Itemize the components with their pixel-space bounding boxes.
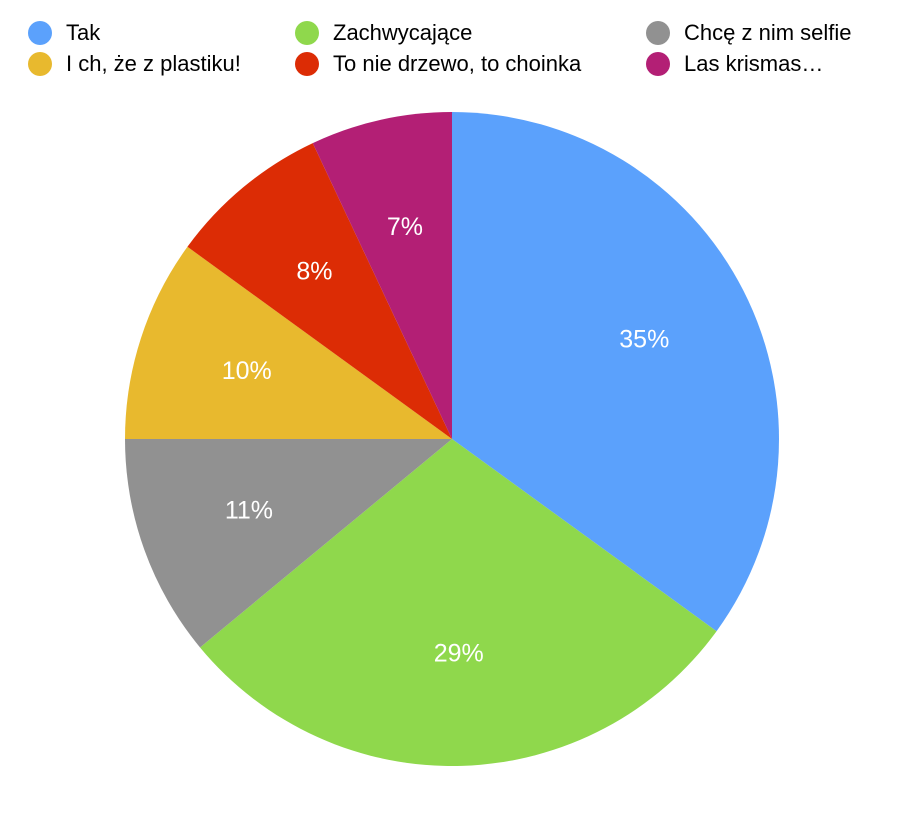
pie-slice [312, 112, 452, 439]
legend-swatch [295, 52, 319, 76]
legend-swatch [28, 21, 52, 45]
slice-labels: 35% 29% 11% 10% 8% 7% [222, 213, 670, 667]
slice-label: 8% [296, 257, 332, 285]
pie-slice [125, 246, 452, 439]
legend-label: To nie drzewo, to choinka [333, 51, 582, 76]
legend-label: Tak [66, 20, 101, 45]
slice-label: 7% [387, 213, 423, 241]
pie-slice [187, 143, 452, 439]
legend: Tak Zachwycające Chcę z nim selfie I ch, że… [28, 20, 852, 76]
slice-label: 29% [434, 639, 484, 667]
legend-label: Las krismas… [684, 51, 823, 76]
legend-swatch [28, 52, 52, 76]
slice-label: 35% [619, 326, 669, 354]
slice-label: 10% [222, 357, 272, 385]
legend-label: Chcę z nim selfie [684, 20, 852, 45]
legend-label: Zachwycające [333, 20, 472, 45]
legend-swatch [646, 52, 670, 76]
slice-label: 11% [225, 497, 273, 525]
pie-slice [200, 439, 717, 766]
pie-slice [125, 439, 452, 648]
pie-slice [452, 112, 779, 632]
legend-swatch [295, 21, 319, 45]
legend-label: I ch, że z plastiku! [66, 51, 241, 76]
legend-swatch [646, 21, 670, 45]
pie [125, 112, 779, 766]
